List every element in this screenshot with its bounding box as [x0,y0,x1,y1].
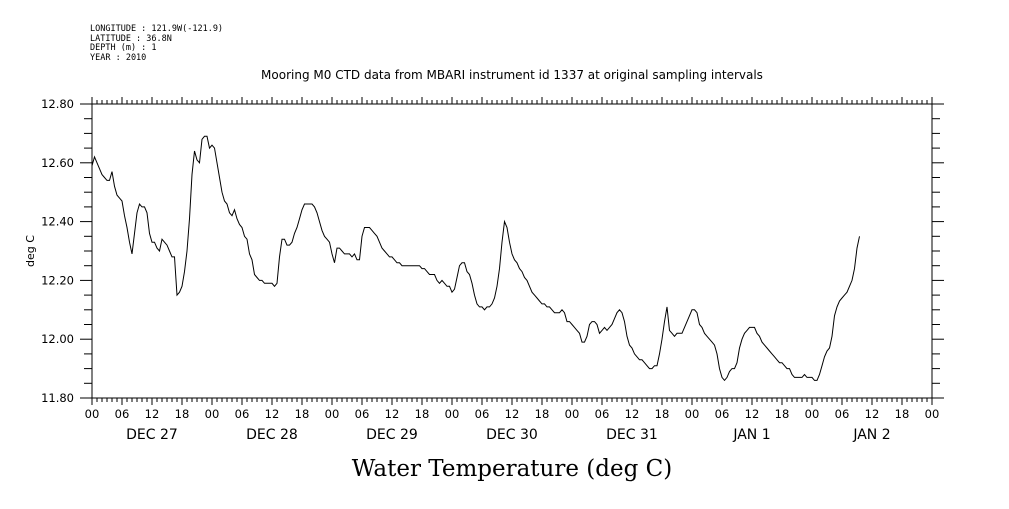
x-tick-label: 06 [115,407,130,421]
x-tick-label: 00 [805,407,820,421]
x-tick-label: 00 [325,407,340,421]
day-label: DEC 28 [246,427,298,443]
y-axis-label: deg C [24,235,37,267]
x-tick-label: 00 [85,407,100,421]
x-tick-label: 18 [655,407,670,421]
y-tick-label: 12.00 [41,332,74,346]
header-depth: DEPTH (m) : 1 [90,43,157,53]
x-tick-label: 00 [925,407,940,421]
x-tick-label: 18 [895,407,910,421]
x-tick-label: 06 [835,407,850,421]
x-tick-label: 12 [385,407,400,421]
x-tick-label: 00 [205,407,220,421]
x-tick-label: 12 [505,407,520,421]
day-label: DEC 31 [606,427,658,443]
x-tick-label: 06 [355,407,370,421]
water-temperature-line [91,135,860,382]
y-tick-label: 11.80 [41,391,74,405]
y-tick-labels: 12.80 12.60 12.40 12.20 12.00 11.80 [41,97,74,405]
day-label: JAN 1 [732,427,770,443]
y-tick-label: 12.20 [41,273,74,287]
x-tick-labels: 00 06 12 18 00 06 12 18 00 06 12 18 00 06 12 18 00 06 12 18… [85,407,940,421]
x-tick-label: 00 [685,407,700,421]
x-tick-label: 06 [595,407,610,421]
header-year: YEAR : 2010 [90,53,146,63]
x-tick-label: 18 [775,407,790,421]
x-tick-label: 06 [235,407,250,421]
x-tick-label: 18 [175,407,190,421]
x-tick-label: 18 [295,407,310,421]
x-tick-label: 06 [475,407,490,421]
day-label: DEC 27 [126,427,178,443]
day-label: DEC 30 [486,427,538,443]
x-tick-label: 18 [415,407,430,421]
tick-marks [80,97,944,405]
x-tick-label: 12 [145,407,160,421]
x-tick-label: 00 [445,407,460,421]
chart-title: Mooring M0 CTD data from MBARI instrumen… [261,68,763,82]
day-label: JAN 2 [852,427,890,443]
x-axis-label: Water Temperature (deg C) [352,456,672,482]
day-label: DEC 29 [366,427,418,443]
y-tick-label: 12.40 [41,215,74,229]
header-longitude: LONGITUDE : 121.9W(-121.9) [90,24,223,34]
x-tick-label: 12 [265,407,280,421]
y-tick-label: 12.80 [41,97,74,111]
x-tick-label: 12 [625,407,640,421]
x-tick-label: 06 [715,407,730,421]
x-tick-label: 12 [745,407,760,421]
day-labels: DEC 27 DEC 28 DEC 29 DEC 30 DEC 31 JAN 1 JAN 2 [126,427,890,443]
plot-frame [91,103,933,399]
x-tick-label: 12 [865,407,880,421]
x-tick-label: 00 [565,407,580,421]
x-tick-label: 18 [535,407,550,421]
y-tick-label: 12.60 [41,156,74,170]
header-latitude: LATITUDE : 36.8N [90,34,172,44]
